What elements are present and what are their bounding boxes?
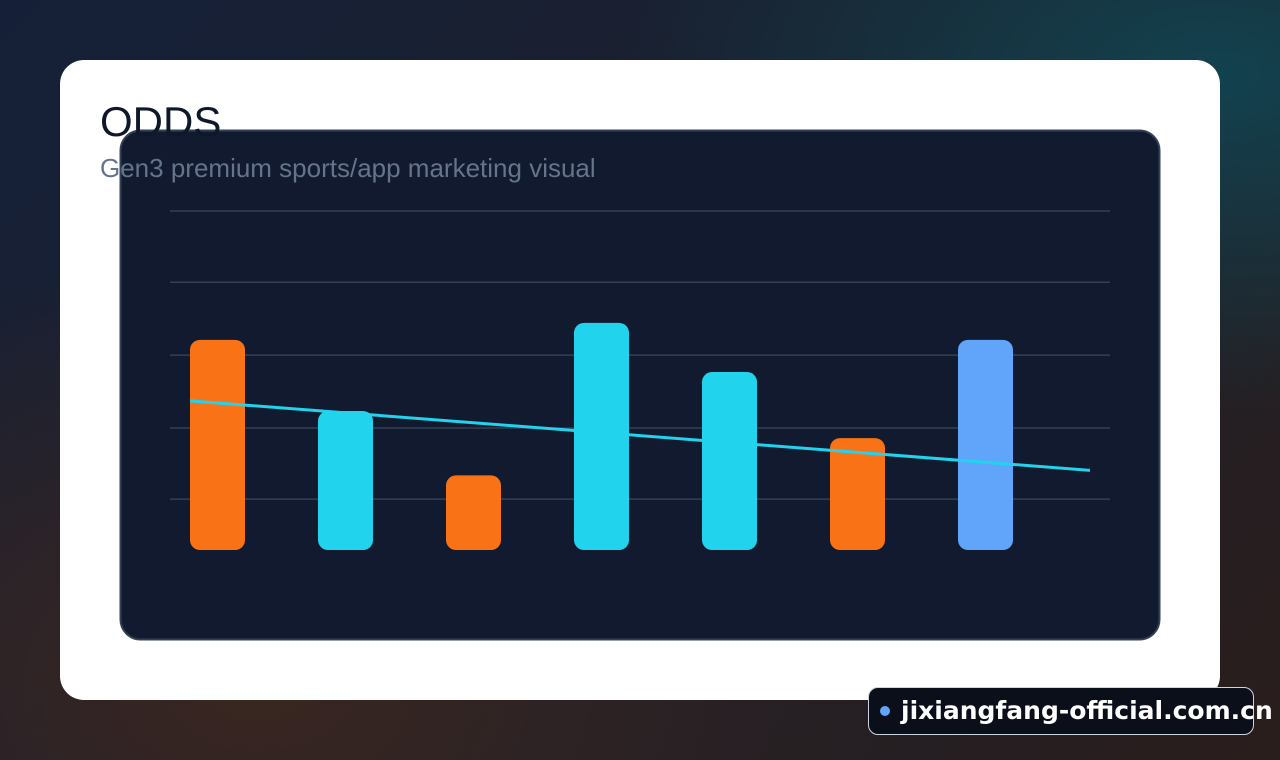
watermark-text: jixiangfang-official.com.cn bbox=[901, 696, 1273, 725]
bar bbox=[702, 372, 757, 550]
title: ODDS bbox=[100, 98, 221, 145]
trend-line bbox=[189, 399, 1091, 472]
bar bbox=[958, 339, 1013, 550]
bar bbox=[190, 339, 245, 550]
bar bbox=[318, 411, 373, 550]
subtitle: Gen3 premium sports/app marketing visual bbox=[100, 153, 596, 183]
bar bbox=[446, 475, 501, 550]
watermark: jixiangfang-official.com.cn bbox=[868, 687, 1273, 735]
watermark-dot bbox=[880, 706, 890, 716]
chart-panel bbox=[119, 129, 1161, 641]
bar bbox=[830, 438, 885, 550]
bar bbox=[574, 322, 629, 550]
